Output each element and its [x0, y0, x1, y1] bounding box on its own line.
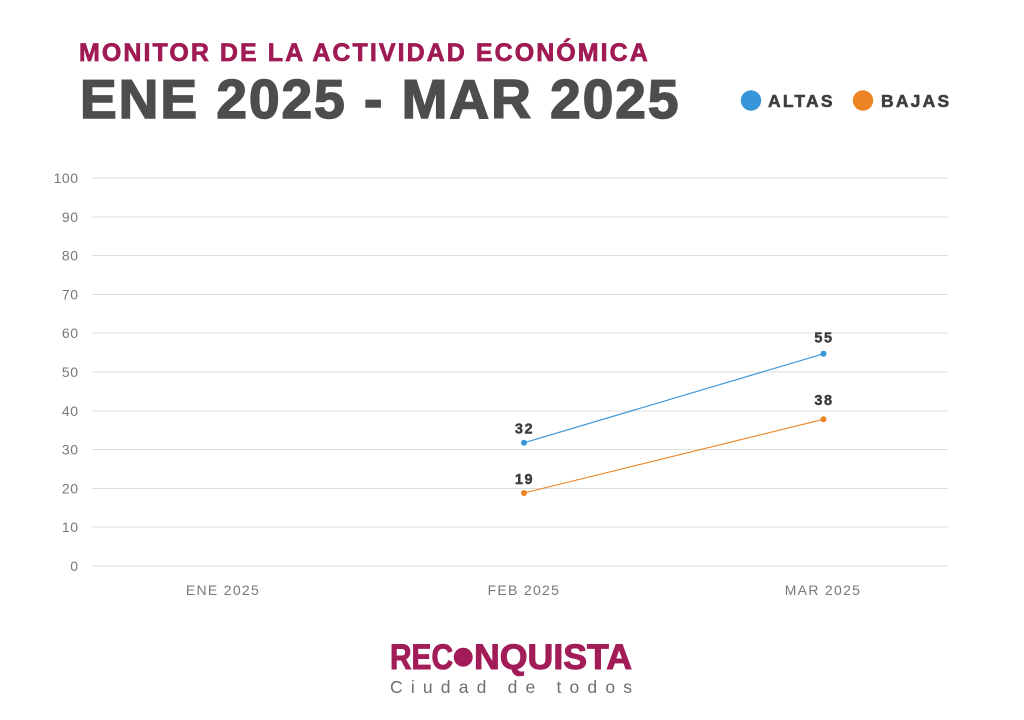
svg-text:55: 55	[814, 331, 833, 347]
svg-text:50: 50	[62, 364, 79, 380]
svg-text:90: 90	[62, 209, 79, 225]
svg-text:30: 30	[62, 442, 79, 458]
svg-text:70: 70	[62, 286, 79, 302]
svg-text:100: 100	[54, 170, 79, 186]
svg-text:10: 10	[62, 519, 79, 535]
svg-text:60: 60	[62, 325, 79, 341]
svg-text:NQUISTA: NQUISTA	[474, 638, 632, 677]
svg-text:ENE 2025: ENE 2025	[186, 582, 260, 598]
svg-text:20: 20	[62, 480, 79, 496]
svg-text:Ciudad de todos: Ciudad de todos	[390, 677, 632, 697]
svg-text:19: 19	[515, 472, 534, 488]
svg-text:38: 38	[814, 393, 833, 409]
svg-text:MONITOR DE LA ACTIVIDAD ECONÓM: MONITOR DE LA ACTIVIDAD ECONÓMICA	[79, 37, 650, 67]
svg-text:FEB 2025: FEB 2025	[488, 582, 561, 598]
svg-text:80: 80	[62, 248, 79, 264]
svg-text:32: 32	[515, 422, 534, 438]
svg-text:ALTAS: ALTAS	[768, 91, 835, 111]
svg-text:40: 40	[62, 403, 79, 419]
svg-text:ENE 2025 - MAR 2025: ENE 2025 - MAR 2025	[80, 68, 681, 130]
svg-text:REC: REC	[390, 638, 453, 677]
svg-text:MAR 2025: MAR 2025	[785, 582, 862, 598]
svg-text:0: 0	[70, 558, 78, 574]
svg-text:BAJAS: BAJAS	[881, 91, 951, 111]
